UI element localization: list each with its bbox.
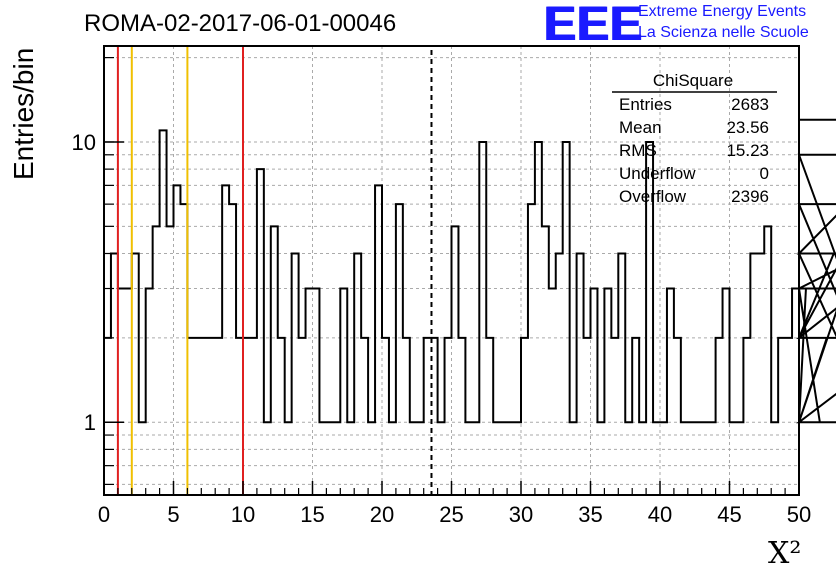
x-tick-label: 15 xyxy=(300,502,324,527)
stats-value: 23.56 xyxy=(726,118,769,137)
stats-header: ChiSquare xyxy=(653,71,733,90)
eee-logo: EEE xyxy=(543,0,643,51)
stats-label: Entries xyxy=(619,95,672,114)
y-tick-label: 1 xyxy=(84,410,96,435)
stats-label: Underflow xyxy=(619,164,696,183)
x-axis-label: X² xyxy=(768,536,802,571)
chart-title: ROMA-02-2017-06-01-00046 xyxy=(84,10,397,37)
stats-value: 15.23 xyxy=(726,141,769,160)
stats-label: Overflow xyxy=(619,187,687,206)
x-tick-label: 35 xyxy=(578,502,602,527)
y-tick-label: 10 xyxy=(72,130,96,155)
axis-ticks: 0 5 10 15 20 25 30 35 40 45 50 1 10 xyxy=(72,57,811,527)
x-tick-label: 50 xyxy=(787,502,811,527)
reference-lines xyxy=(116,46,433,495)
x-tick-label: 5 xyxy=(167,502,179,527)
stats-label: RMS xyxy=(619,141,657,160)
stats-box: ChiSquare Entries 2683 Mean 23.56 RMS 15.23 Un… xyxy=(612,71,777,206)
x-tick-label: 10 xyxy=(231,502,255,527)
stats-label: Mean xyxy=(619,118,662,137)
x-tick-label: 20 xyxy=(370,502,394,527)
histogram-line xyxy=(104,118,836,424)
logo-tagline-1: Extreme Energy Events xyxy=(638,3,807,20)
x-tick-label: 30 xyxy=(509,502,533,527)
logo-tagline-2: La Scienza nelle Scuole xyxy=(638,24,809,41)
x-tick-label: 25 xyxy=(439,502,463,527)
stats-value: 2683 xyxy=(731,95,769,114)
stats-value: 0 xyxy=(760,164,769,183)
x-tick-label: 40 xyxy=(648,502,672,527)
x-tick-label: 45 xyxy=(717,502,741,527)
x-tick-label: 0 xyxy=(98,502,110,527)
stats-value: 2396 xyxy=(731,187,769,206)
